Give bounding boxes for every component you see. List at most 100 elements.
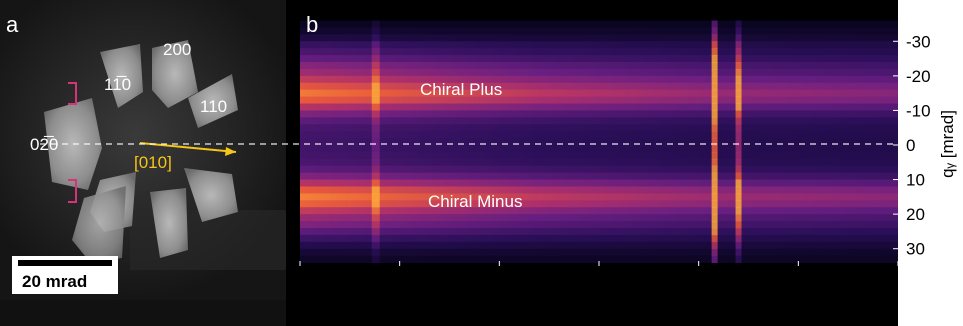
energy-feature-band (371, 151, 380, 160)
heatmap-row (300, 41, 898, 49)
energy-feature-band (735, 131, 742, 139)
heatmap-row (300, 179, 898, 187)
heatmap-row (300, 158, 898, 167)
heatmap-row (300, 124, 898, 132)
bracket-lower (68, 179, 77, 203)
energy-feature-band (711, 255, 718, 264)
energy-feature-band (711, 27, 718, 35)
spot-label-1m10: 11̅0 (104, 75, 131, 94)
energy-feature-band (371, 234, 380, 243)
heatmap-row (300, 207, 898, 215)
energy-feature-band (371, 82, 380, 91)
energy-feature-band (371, 145, 380, 153)
heatmap-row (300, 255, 898, 264)
energy-feature-band (735, 110, 742, 118)
energy-feature-band (735, 55, 742, 63)
energy-feature-band (711, 241, 718, 250)
y-axis-background (898, 0, 963, 326)
spot-label-200: 200 (163, 40, 191, 59)
energy-feature-band (371, 110, 380, 118)
energy-feature-band (711, 34, 718, 42)
energy-feature-band (735, 27, 742, 35)
heatmap-row (300, 103, 898, 111)
energy-feature-band (711, 138, 718, 146)
y-tick-label: 10 (906, 171, 925, 190)
energy-feature-band (371, 20, 380, 28)
energy-feature-band (711, 179, 718, 187)
heatmap-row (300, 68, 898, 77)
energy-feature-band (371, 186, 380, 194)
energy-feature-band (711, 165, 718, 174)
energy-feature-band (371, 103, 380, 111)
energy-feature-band (735, 103, 742, 111)
heatmap-row (300, 48, 898, 56)
energy-feature-band (371, 165, 380, 174)
energy-feature-band (711, 62, 718, 70)
heatmap-row (300, 165, 898, 174)
energy-feature-band (711, 207, 718, 215)
heatmap-row (300, 27, 898, 35)
energy-feature-band (735, 200, 742, 208)
energy-feature-band (371, 158, 380, 167)
y-axis-ticks: -30 -20 -10 0 10 20 30 (893, 0, 963, 326)
energy-feature-band (711, 96, 718, 105)
energy-feature-band (371, 179, 380, 187)
heatmap-row (300, 34, 898, 42)
panel-a-label: a (6, 12, 19, 37)
energy-feature-band (735, 151, 742, 160)
energy-feature-band (735, 20, 742, 28)
heatmap-row (300, 96, 898, 105)
energy-feature-band (371, 255, 380, 264)
energy-feature-band (735, 75, 742, 84)
energy-feature-band (711, 110, 718, 118)
energy-feature-band (371, 34, 380, 42)
energy-feature-band (371, 124, 380, 132)
energy-feature-band (711, 89, 718, 98)
energy-feature-band (371, 68, 380, 77)
energy-feature-band (735, 234, 742, 243)
scale-bar-label: 20 mrad (22, 272, 87, 291)
heatmap-row (300, 221, 898, 229)
energy-feature-band (735, 68, 742, 77)
y-tick-label: 30 (906, 240, 925, 259)
bracket-upper (68, 82, 77, 105)
x-tick-label: 750 (784, 282, 812, 301)
diffraction-spot-lower-middle (150, 188, 188, 258)
heatmap-row (300, 20, 898, 28)
heatmap-row (300, 131, 898, 139)
x-tick-label: 500 (286, 282, 314, 301)
energy-feature-band (735, 124, 742, 132)
energy-feature-band (371, 241, 380, 250)
energy-feature-band (371, 138, 380, 146)
energy-feature-band (711, 214, 718, 222)
energy-feature-band (711, 68, 718, 77)
energy-feature-band (371, 117, 380, 125)
heatmap-row (300, 200, 898, 208)
energy-feature-band (371, 41, 380, 49)
energy-feature-band (735, 214, 742, 222)
annotation-chiral-minus: Chiral Minus (428, 192, 522, 211)
energy-feature-band (735, 165, 742, 174)
energy-feature-band (735, 48, 742, 56)
heatmap-row (300, 82, 898, 91)
heatmap-row (300, 248, 898, 257)
energy-feature-band (735, 172, 742, 181)
x-tick-label: 550 (385, 282, 413, 301)
heatmap-row (300, 138, 898, 146)
diffraction-spot-lower-right (184, 168, 238, 222)
energy-feature-band (711, 186, 718, 194)
heatmap-row (300, 55, 898, 63)
energy-feature-band (371, 89, 380, 98)
diffraction-spot-1m10 (100, 44, 143, 108)
x-tick-label: 650 (585, 282, 613, 301)
energy-feature-band (735, 207, 742, 215)
annotation-chiral-plus: Chiral Plus (420, 80, 502, 99)
heatmap-row (300, 214, 898, 222)
energy-feature-band (711, 82, 718, 91)
energy-feature-band (735, 34, 742, 42)
energy-feature-band (711, 248, 718, 257)
heatmap-row (300, 145, 898, 153)
heatmap-row (300, 234, 898, 243)
energy-feature-band (371, 172, 380, 181)
